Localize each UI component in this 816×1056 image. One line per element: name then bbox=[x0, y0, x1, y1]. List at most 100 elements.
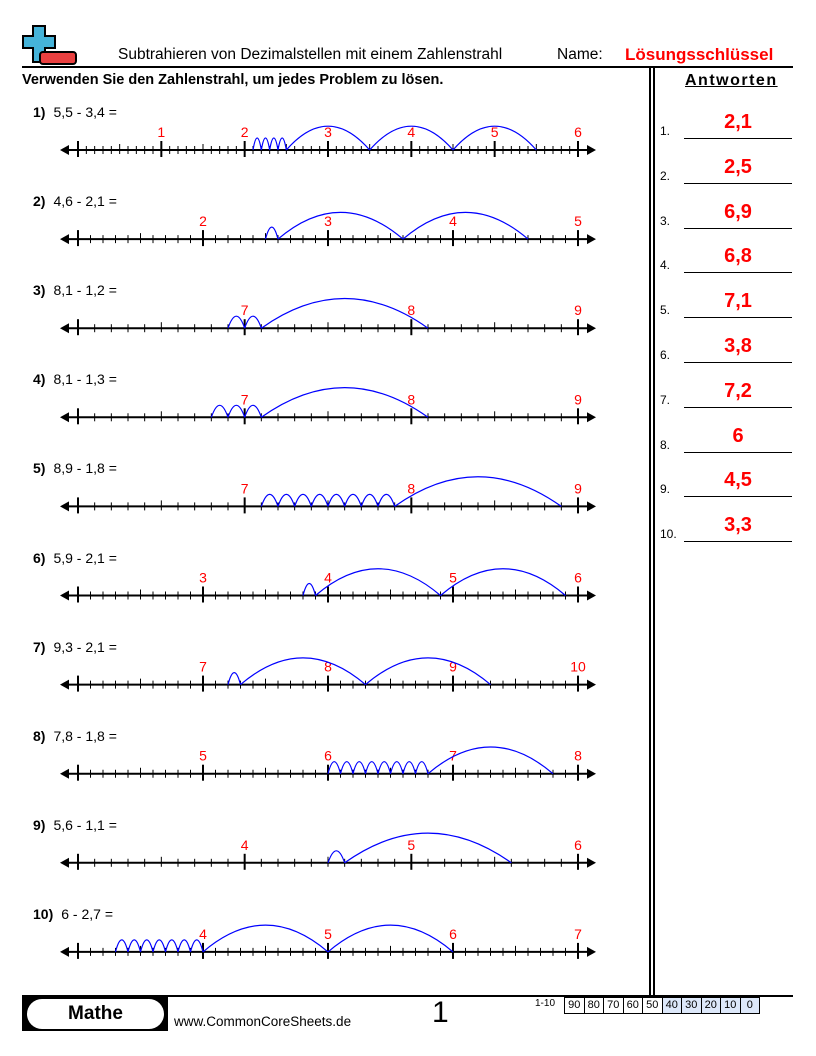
score-table: 90 80 70 60 50 40 30 20 10 0 bbox=[564, 997, 760, 1014]
jump-arc bbox=[244, 404, 262, 418]
jump-arc bbox=[414, 761, 429, 774]
problem-text: 6) 5,9 - 2,1 = bbox=[33, 550, 117, 566]
jump-arc bbox=[252, 137, 262, 151]
problem-text: 1) 5,5 - 3,4 = bbox=[33, 104, 117, 120]
jump-arc bbox=[364, 761, 379, 774]
jump-arc bbox=[189, 939, 204, 953]
problem-expression: 4,6 - 2,1 = bbox=[53, 193, 117, 210]
tick-label: 5 bbox=[449, 570, 457, 586]
problem-expression: 6 - 2,7 = bbox=[61, 905, 113, 922]
jump-arc bbox=[310, 493, 329, 507]
answer-number: 4. bbox=[660, 258, 671, 273]
problem-number: 10) bbox=[33, 905, 54, 922]
tick-label: 4 bbox=[199, 926, 207, 942]
problem-number: 1) bbox=[33, 104, 46, 120]
score-cell: 60 bbox=[622, 998, 643, 1013]
jump-arc bbox=[210, 404, 229, 418]
score-cell: 90 bbox=[568, 999, 581, 1011]
answer-line bbox=[684, 362, 792, 363]
jump-arc bbox=[394, 476, 562, 507]
tick-label: 4 bbox=[324, 570, 332, 586]
jump-arc bbox=[260, 137, 271, 151]
answer-line bbox=[684, 317, 792, 319]
answer-value: 6 bbox=[732, 424, 744, 447]
jump-arc bbox=[294, 493, 312, 507]
right-arrow-icon bbox=[587, 412, 596, 423]
tick-label: 6 bbox=[574, 837, 582, 853]
tick-label: 9 bbox=[574, 302, 582, 318]
answer-value: 6,9 bbox=[724, 200, 752, 223]
jump-arc bbox=[177, 939, 192, 953]
tick-label: 6 bbox=[574, 570, 582, 586]
jump-arc bbox=[260, 297, 429, 329]
score-cell: 30 bbox=[681, 998, 701, 1013]
jump-arc bbox=[360, 493, 379, 507]
problem-expression: 8,1 - 1,3 = bbox=[53, 371, 117, 388]
problem-number: 5) bbox=[33, 460, 46, 477]
tick-label: 8 bbox=[574, 748, 582, 764]
tick-label: 9 bbox=[574, 480, 582, 496]
column-divider bbox=[649, 68, 655, 995]
problem-expression: 5,6 - 1,1 = bbox=[53, 816, 117, 833]
problem-text: 2) 4,6 - 2,1 = bbox=[33, 193, 117, 209]
instructions: Verwenden Sie den Zahlenstrahl, um jedes… bbox=[22, 72, 444, 88]
jump-arc bbox=[277, 137, 287, 151]
jump-arc bbox=[369, 125, 454, 151]
problem-expression: 8,1 - 1,2 = bbox=[53, 282, 117, 299]
tick-label: 7 bbox=[574, 926, 582, 942]
right-arrow-icon bbox=[587, 501, 596, 512]
name-label: Name: bbox=[557, 46, 603, 63]
jump-arc bbox=[440, 568, 566, 596]
jump-arc bbox=[352, 761, 367, 774]
jump-arc bbox=[315, 568, 441, 596]
jump-arc bbox=[260, 387, 429, 418]
jump-arc bbox=[227, 315, 246, 329]
jump-arc bbox=[377, 761, 392, 774]
problem-expression: 5,9 - 2,1 = bbox=[53, 549, 117, 566]
left-arrow-icon bbox=[60, 768, 69, 779]
name-value: Lösungsschlüssel bbox=[625, 45, 774, 64]
answer-value: 7,1 bbox=[724, 290, 752, 313]
problem-text: 9) 5,6 - 1,1 = bbox=[33, 817, 117, 833]
tick-label: 6 bbox=[449, 926, 457, 942]
tick-label: 4 bbox=[407, 124, 415, 140]
answer-value: 3,8 bbox=[724, 335, 752, 357]
tick-label: 6 bbox=[324, 748, 332, 764]
problem-expression: 9,3 - 2,1 = bbox=[53, 638, 117, 655]
jump-arc bbox=[139, 939, 154, 953]
tick-label: 9 bbox=[574, 391, 582, 407]
tick-label: 8 bbox=[407, 391, 415, 407]
tick-label: 5 bbox=[199, 748, 207, 764]
answer-value: 4,5 bbox=[724, 469, 752, 492]
tick-label: 5 bbox=[491, 124, 499, 140]
score-cell: 50 bbox=[642, 998, 662, 1013]
jump-arc bbox=[244, 315, 262, 329]
answer-value: 3,3 bbox=[724, 514, 752, 537]
jump-arc bbox=[365, 657, 491, 686]
left-arrow-icon bbox=[60, 857, 69, 868]
tick-label: 7 bbox=[241, 480, 249, 496]
score-label: 1-10 bbox=[535, 998, 556, 1009]
tick-label: 8 bbox=[324, 659, 332, 675]
left-arrow-icon bbox=[60, 234, 69, 245]
jump-arc bbox=[127, 939, 142, 953]
jump-arc bbox=[377, 493, 396, 507]
left-arrow-icon bbox=[60, 501, 69, 512]
left-arrow-icon bbox=[60, 412, 69, 423]
score-cell: 80 bbox=[583, 998, 604, 1013]
answer-value: 2,5 bbox=[724, 155, 752, 178]
jump-arc bbox=[427, 746, 554, 775]
jump-arc bbox=[114, 939, 129, 953]
answer-line bbox=[684, 138, 792, 139]
problem-number: 9) bbox=[33, 816, 46, 833]
tick-label: 3 bbox=[199, 570, 207, 586]
answer-line bbox=[684, 541, 792, 543]
answer-number: 2. bbox=[660, 168, 671, 183]
jump-arc bbox=[240, 657, 366, 686]
problem-number: 8) bbox=[33, 727, 46, 744]
website-link[interactable]: www.CommonCoreSheets.de bbox=[174, 1014, 352, 1029]
left-arrow-icon bbox=[60, 946, 69, 957]
jump-arc bbox=[344, 832, 512, 864]
answer-line bbox=[684, 496, 792, 498]
tick-label: 3 bbox=[324, 213, 332, 229]
